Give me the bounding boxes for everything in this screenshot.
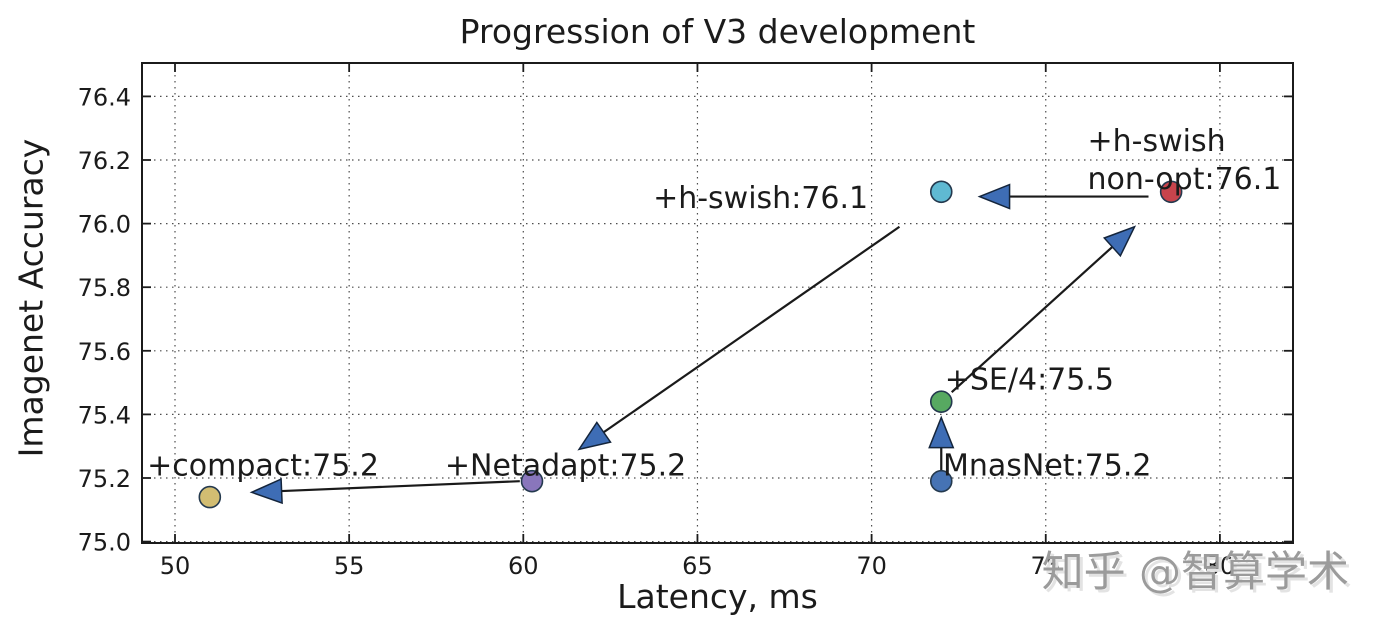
watermark: 知乎 @智算学术 bbox=[1041, 547, 1349, 596]
x-tick-label-80: 80 bbox=[1205, 552, 1236, 580]
y-tick-label-75.8: 75.8 bbox=[78, 274, 131, 302]
annotation-mnasnet: MnasNet:75.2 bbox=[943, 448, 1151, 483]
annotation-hswish: +h-swish:76.1 bbox=[653, 181, 868, 216]
y-tick-label-75.0: 75.0 bbox=[78, 529, 131, 557]
x-tick-label-55: 55 bbox=[334, 552, 365, 580]
x-tick-label-50: 50 bbox=[160, 552, 191, 580]
annotation-compact: +compact:75.2 bbox=[147, 448, 379, 483]
arrow-head-nonopt-to-hswish bbox=[977, 183, 1011, 210]
annotation-se4: +SE/4:75.5 bbox=[945, 362, 1114, 397]
y-tick-label-75.2: 75.2 bbox=[78, 465, 131, 493]
arrow-head-netadapt-to-compact bbox=[249, 477, 283, 505]
y-tick-label-76.2: 76.2 bbox=[78, 147, 131, 175]
x-tick-label-70: 70 bbox=[856, 552, 887, 580]
data-point-mnasnet bbox=[929, 469, 953, 493]
y-tick-label-75.4: 75.4 bbox=[78, 401, 131, 429]
data-point-hswish bbox=[929, 180, 953, 204]
y-tick-label-76.4: 76.4 bbox=[78, 83, 131, 111]
x-tick-label-75: 75 bbox=[1030, 552, 1061, 580]
arrow-shaft-hswish-to-netadapt bbox=[603, 225, 901, 434]
arrow-head-mnasnet-to-se4 bbox=[928, 415, 955, 449]
chart-title: Progression of V3 development bbox=[459, 12, 976, 51]
arrow-shaft-netadapt-to-compact bbox=[281, 480, 520, 493]
arrow-shaft-se4-to-nonopt bbox=[950, 246, 1114, 393]
y-tick-label-76.0: 76.0 bbox=[78, 211, 131, 239]
data-point-compact bbox=[198, 485, 222, 509]
data-point-netadapt bbox=[520, 469, 544, 493]
y-tick-label-75.6: 75.6 bbox=[78, 338, 131, 366]
x-axis-label: Latency, ms bbox=[617, 577, 818, 616]
x-tick-label-60: 60 bbox=[508, 552, 539, 580]
annotation-netadapt: +Netadapt:75.2 bbox=[445, 448, 686, 483]
plot-frame bbox=[141, 62, 1294, 544]
x-tick-label-65: 65 bbox=[682, 552, 713, 580]
arrow-head-hswish-to-netadapt bbox=[577, 421, 612, 451]
arrow-head-se4-to-nonopt bbox=[1102, 225, 1137, 258]
annotation-hswish-nonopt: +h-swish non-opt:76.1 bbox=[1088, 124, 1282, 197]
data-point-se4 bbox=[929, 390, 953, 413]
data-point-hswish-nonopt bbox=[1159, 180, 1183, 204]
